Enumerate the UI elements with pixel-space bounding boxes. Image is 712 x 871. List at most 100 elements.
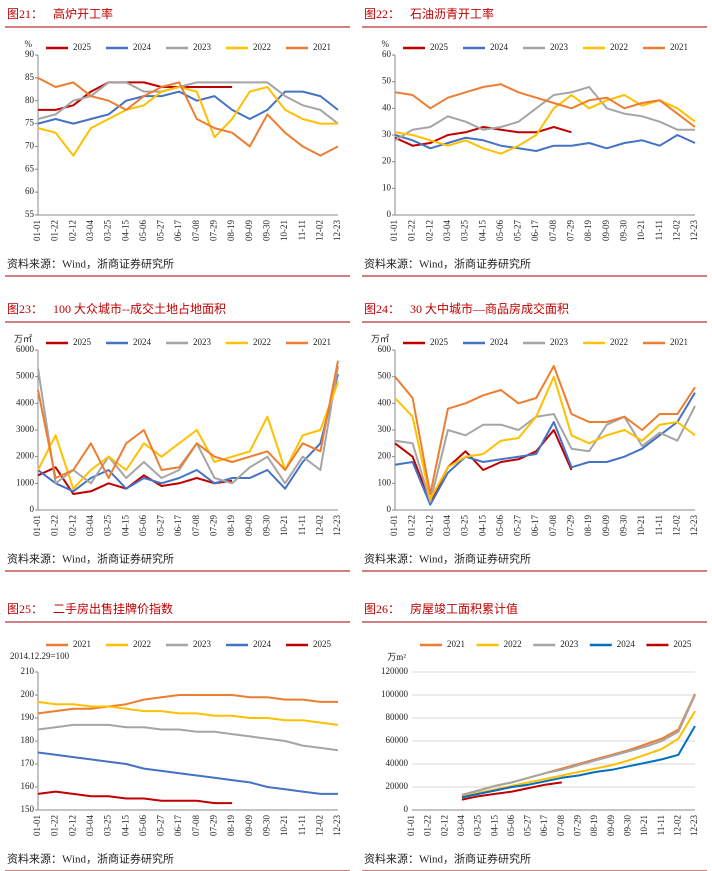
x-tick-label: 12-23 — [332, 515, 342, 536]
x-tick-label: 12-02 — [671, 220, 681, 241]
y-tick-label: 50 — [382, 76, 392, 86]
x-tick-label: 05-27 — [523, 815, 533, 836]
series-line — [37, 86, 338, 157]
series-line — [461, 693, 696, 796]
figure-label: 图22： — [364, 7, 400, 21]
x-tick-label: 10-21 — [279, 815, 289, 836]
x-tick-label: 07-29 — [209, 220, 219, 241]
y-unit: 万㎡ — [14, 334, 32, 344]
x-tick-label: 05-06 — [495, 220, 505, 241]
legend-label: 2025 — [430, 337, 449, 347]
series-line — [37, 365, 339, 485]
x-tick-label: 12-02 — [672, 815, 682, 836]
y-tick-label: 120000 — [381, 666, 409, 676]
x-tick-label: 08-19 — [226, 220, 236, 241]
y-tick-label: 400 — [378, 397, 392, 407]
x-tick-label: 03-25 — [103, 815, 113, 836]
figure-title: 石油沥青开工率 — [410, 6, 494, 21]
x-tick-label: 11-11 — [656, 815, 666, 835]
x-tick-label: 03-25 — [103, 220, 113, 241]
y-tick-label: 0 — [404, 804, 409, 814]
figure-title: 房屋竣工面积累计值 — [410, 601, 518, 616]
y-tick-label: 70 — [25, 140, 35, 150]
legend-label: 2022 — [133, 639, 151, 649]
x-tick-label: 11-11 — [654, 220, 664, 240]
x-tick-label: 03-04 — [442, 220, 452, 241]
x-tick-label: 05-06 — [138, 515, 148, 536]
x-tick-label: 07-29 — [209, 815, 219, 836]
x-tick-label: 09-30 — [618, 515, 628, 536]
y-tick-label: 60 — [382, 49, 392, 59]
x-tick-label: 04-15 — [120, 220, 130, 241]
x-tick-label: 02-12 — [439, 815, 449, 836]
series-line — [394, 94, 696, 155]
y-unit: % — [382, 39, 390, 49]
x-tick-label: 09-30 — [261, 815, 271, 836]
x-tick-label: 02-12 — [67, 515, 77, 536]
legend-label: 2024 — [490, 337, 509, 347]
figure-title: 高炉开工率 — [53, 6, 113, 21]
x-tick-label: 01-01 — [406, 815, 416, 836]
x-tick-label: 09-30 — [261, 220, 271, 241]
legend-label: 2022 — [610, 337, 628, 347]
y-tick-label: 500 — [378, 371, 392, 381]
x-tick-label: 12-02 — [314, 815, 324, 836]
source-note: 资料来源：Wind，浙商证券研究所 — [364, 552, 531, 566]
series-line — [37, 694, 338, 715]
x-tick-label: 03-25 — [460, 220, 470, 241]
source-note: 资料来源：Wind，浙商证券研究所 — [364, 852, 531, 866]
figure-label: 图25： — [7, 602, 43, 616]
y-tick-label: 90 — [25, 49, 35, 59]
legend-label: 2023 — [550, 337, 569, 347]
legend-label: 2024 — [133, 42, 152, 52]
legend-label: 2024 — [133, 337, 152, 347]
x-tick-label: 09-30 — [261, 515, 271, 536]
x-tick-label: 02-12 — [67, 815, 77, 836]
y-tick-label: 150 — [21, 804, 35, 814]
x-tick-label: 10-21 — [636, 515, 646, 536]
y-tick-label: 30 — [382, 129, 392, 139]
y-tick-label: 65 — [25, 163, 35, 173]
x-tick-label: 09-09 — [601, 220, 611, 241]
x-tick-label: 06-17 — [173, 815, 183, 836]
x-tick-label: 03-25 — [473, 815, 483, 836]
x-tick-label: 06-17 — [530, 220, 540, 241]
y-tick-label: 85 — [25, 72, 35, 82]
x-tick-label: 12-23 — [689, 815, 699, 836]
series-line — [38, 81, 233, 111]
x-tick-label: 01-01 — [32, 815, 42, 836]
legend-label: 2022 — [504, 639, 522, 649]
y-tick-label: 75 — [25, 118, 35, 128]
y-tick-label: 100 — [378, 477, 392, 487]
legend-label: 2025 — [673, 639, 692, 649]
x-tick-label: 11-11 — [297, 815, 307, 835]
x-tick-label: 10-21 — [279, 220, 289, 241]
figure-label: 图23： — [7, 302, 43, 316]
legend-label: 2025 — [430, 42, 449, 52]
x-tick-label: 02-12 — [424, 220, 434, 241]
x-tick-label: 09-30 — [618, 220, 628, 241]
x-tick-label: 07-08 — [548, 220, 558, 241]
y-tick-label: 20 — [382, 156, 392, 166]
legend-label: 2021 — [670, 337, 688, 347]
series-line — [37, 90, 339, 125]
x-tick-label: 03-04 — [85, 220, 95, 241]
y-tick-label: 10 — [382, 182, 392, 192]
y-tick-label: 2000 — [16, 451, 35, 461]
x-tick-label: 07-29 — [209, 515, 219, 536]
x-tick-label: 05-06 — [506, 815, 516, 836]
x-tick-label: 10-21 — [279, 515, 289, 536]
x-tick-label: 01-22 — [407, 515, 417, 536]
x-tick-label: 08-19 — [583, 220, 593, 241]
x-tick-label: 05-06 — [138, 815, 148, 836]
series-line — [37, 77, 339, 157]
x-tick-label: 01-01 — [389, 220, 399, 241]
x-tick-label: 05-27 — [513, 220, 523, 241]
y-tick-label: 190 — [21, 712, 35, 722]
y-tick-label: 210 — [21, 666, 35, 676]
legend-label: 2024 — [490, 42, 509, 52]
x-tick-label: 01-22 — [50, 515, 60, 536]
x-tick-label: 12-02 — [314, 515, 324, 536]
legend-label: 2025 — [313, 639, 332, 649]
